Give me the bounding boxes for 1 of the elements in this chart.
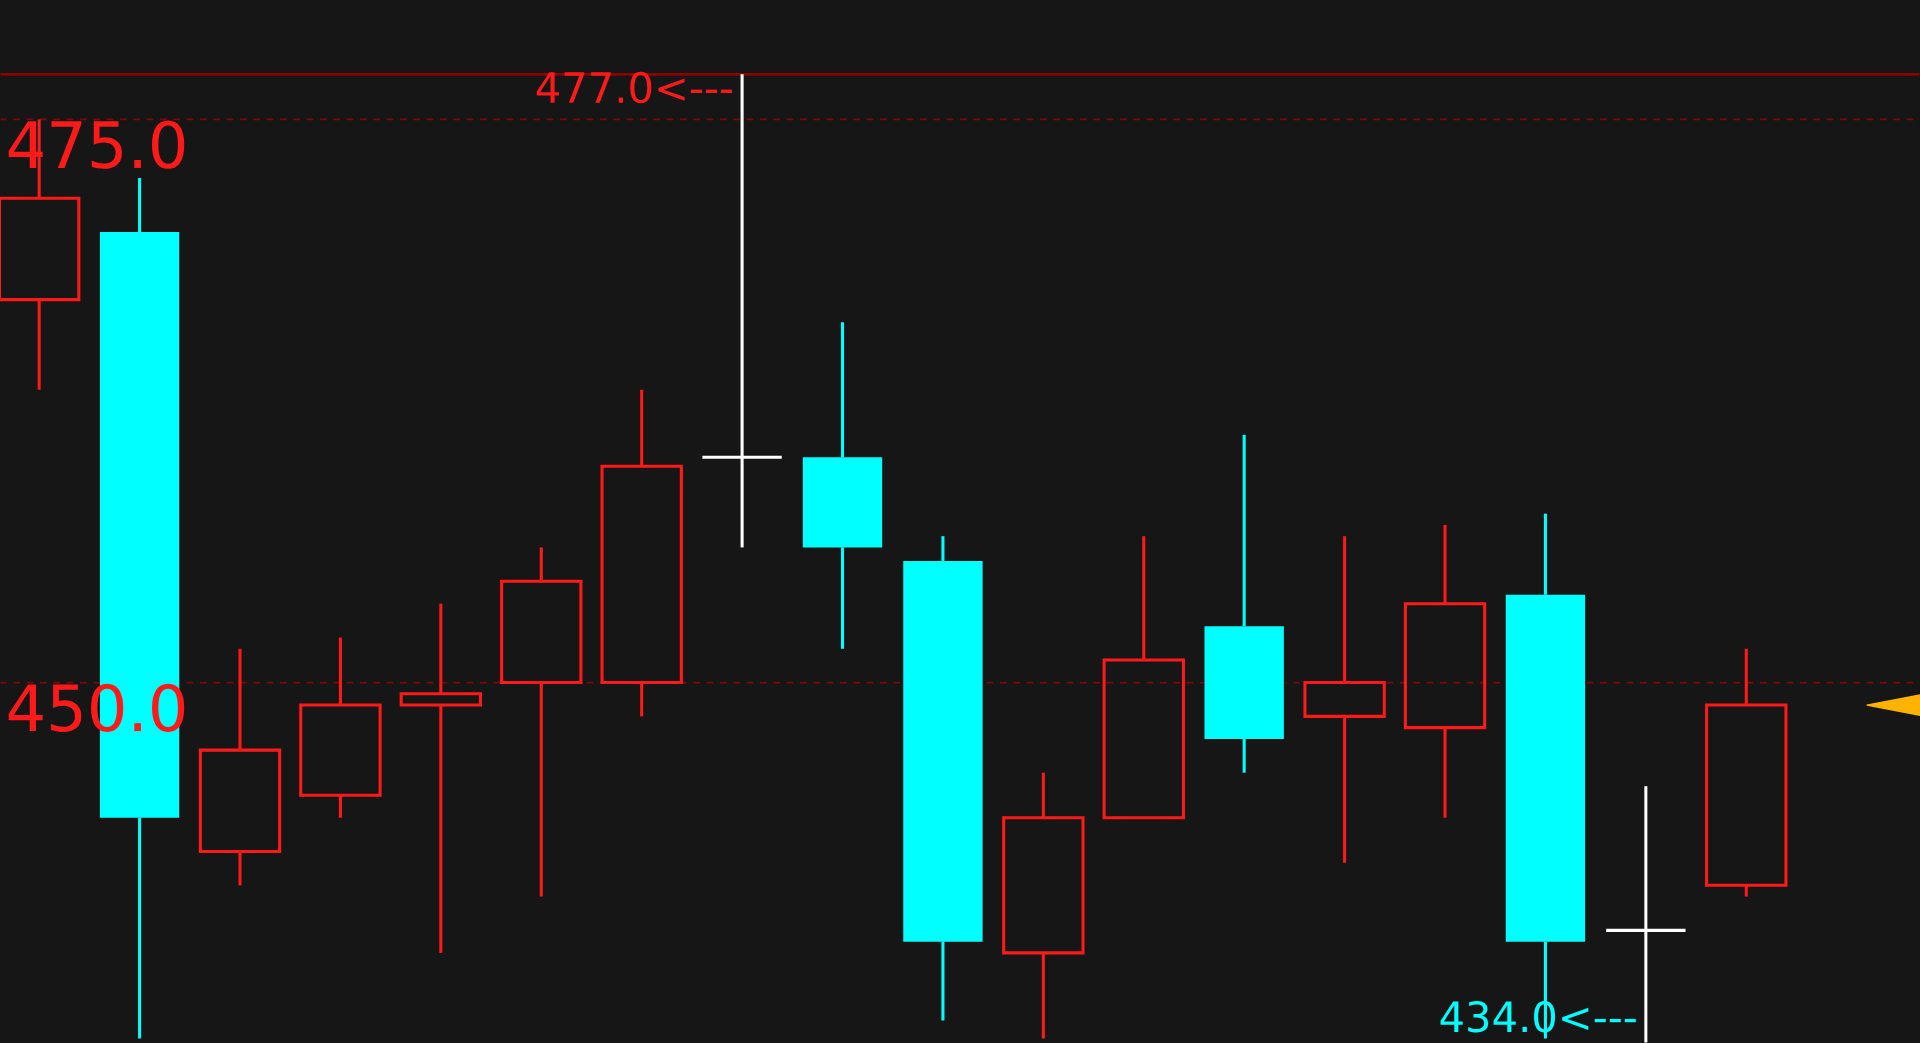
annotation: 477.0<---: [536, 71, 733, 104]
